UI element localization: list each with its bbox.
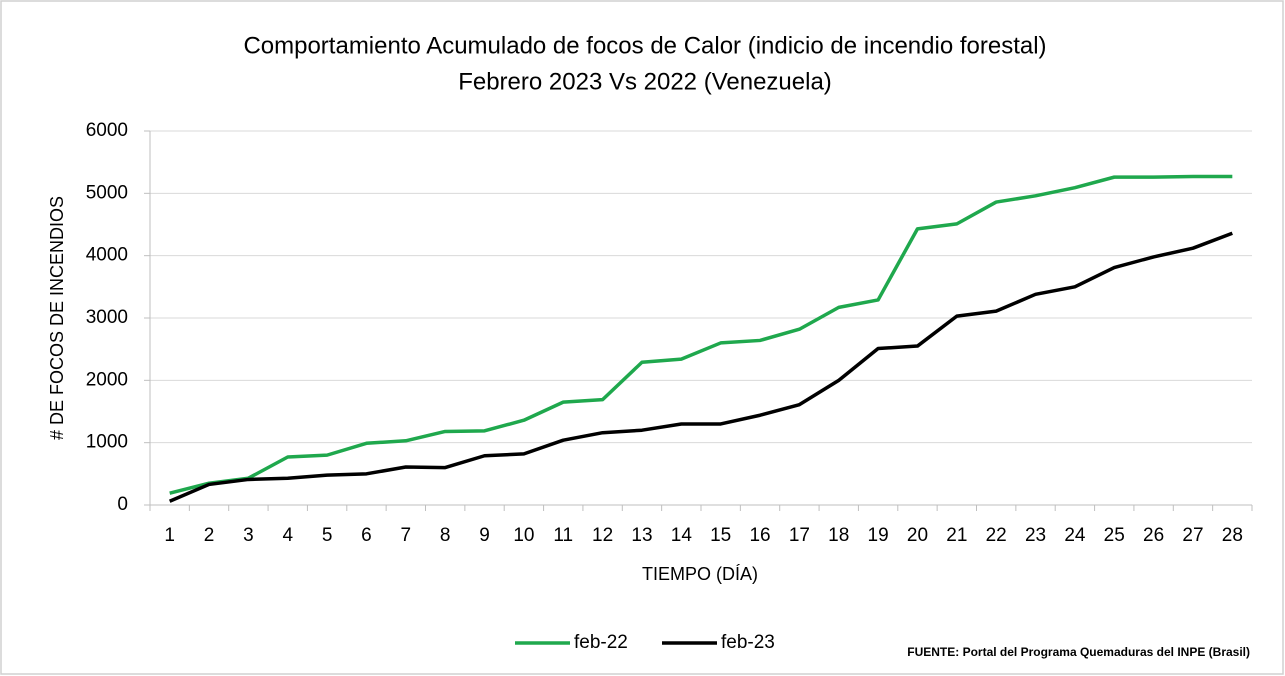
x-tick-label: 14 xyxy=(671,525,693,546)
x-tick-label: 8 xyxy=(440,525,451,546)
x-tick-label: 28 xyxy=(1222,525,1243,546)
x-tick-label: 17 xyxy=(789,525,810,546)
legend-label: feb-22 xyxy=(574,632,628,653)
series-line xyxy=(168,231,1233,503)
series-line xyxy=(169,174,1233,495)
legend-label: feb-23 xyxy=(721,632,775,653)
source-note: FUENTE: Portal del Programa Quemaduras d… xyxy=(907,645,1250,659)
y-axis-label: # DE FOCOS DE INCENDIOS xyxy=(47,196,67,440)
x-tick-label: 4 xyxy=(282,525,293,546)
y-tick-label: 0 xyxy=(117,494,128,515)
x-tick-label: 6 xyxy=(361,525,372,546)
x-tick-label: 1 xyxy=(164,525,175,546)
y-tick-label: 6000 xyxy=(86,120,128,141)
x-tick-label: 3 xyxy=(243,525,254,546)
y-tick-label: 5000 xyxy=(86,182,128,203)
chart-subtitle: Febrero 2023 Vs 2022 (Venezuela) xyxy=(458,68,832,95)
x-tick-label: 26 xyxy=(1143,525,1164,546)
x-tick-label: 5 xyxy=(322,525,333,546)
x-tick-label: 19 xyxy=(868,525,889,546)
x-tick-label: 20 xyxy=(907,525,928,546)
x-tick-label: 16 xyxy=(749,525,770,546)
x-tick-label: 11 xyxy=(553,525,573,546)
chart-title: Comportamiento Acumulado de focos de Cal… xyxy=(243,32,1046,59)
x-tick-label: 15 xyxy=(710,525,731,546)
x-tick-label: 2 xyxy=(204,525,215,546)
x-tick-label: 23 xyxy=(1025,525,1046,546)
x-tick-label: 7 xyxy=(401,525,412,546)
y-tick-label: 2000 xyxy=(86,369,128,390)
y-tick-label: 1000 xyxy=(86,432,128,453)
x-tick-label: 9 xyxy=(479,525,490,546)
y-tick-label: 4000 xyxy=(86,245,128,266)
x-tick-label: 13 xyxy=(631,525,652,546)
x-tick-label: 25 xyxy=(1104,525,1125,546)
x-tick-label: 22 xyxy=(986,525,1007,546)
x-tick-label: 24 xyxy=(1064,525,1086,546)
x-tick-label: 12 xyxy=(592,525,613,546)
y-tick-label: 3000 xyxy=(86,307,128,328)
x-tick-label: 10 xyxy=(513,525,534,546)
x-tick-label: 21 xyxy=(946,525,967,546)
x-axis-label: TIEMPO (DÍA) xyxy=(642,564,758,584)
x-tick-label: 27 xyxy=(1182,525,1203,546)
x-tick-label: 18 xyxy=(828,525,849,546)
